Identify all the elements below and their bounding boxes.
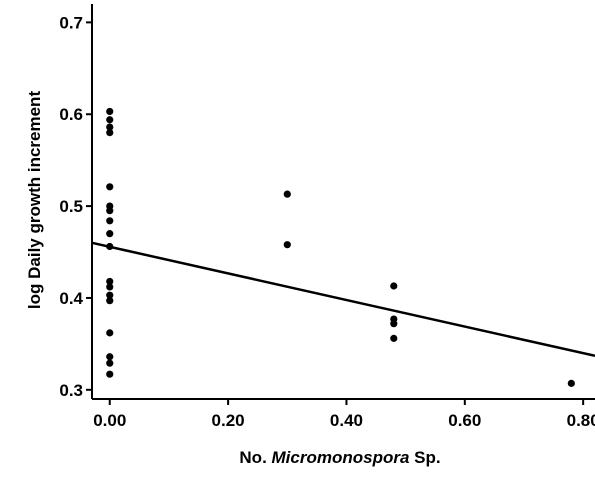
y-ticks: 0.3 0.4 0.5 0.6 0.7: [59, 13, 92, 400]
y-tick-label: 0.4: [59, 289, 83, 308]
data-point: [106, 359, 114, 367]
data-point: [106, 107, 114, 116]
data-point: [106, 277, 114, 286]
y-tick-label: 0.5: [59, 197, 83, 216]
data-point: [390, 282, 398, 290]
data-point: [106, 123, 114, 131]
data-point: [390, 320, 398, 328]
data-point: [106, 329, 114, 337]
data-point: [106, 207, 114, 215]
data-point: [106, 291, 114, 299]
data-point: [106, 353, 114, 361]
data-point: [106, 116, 114, 124]
y-tick-label: 0.3: [59, 381, 83, 400]
x-ticks: 0.00 0.20 0.40 0.60 0.80: [93, 399, 595, 430]
x-tick-label: 0.80: [567, 411, 595, 430]
x-axis-label: No. Micromonospora Sp.: [239, 448, 440, 467]
data-point: [106, 230, 114, 238]
x-tick-label: 0.60: [448, 411, 481, 430]
regression-line: [91, 241, 595, 358]
data-point: [106, 217, 114, 225]
data-point: [106, 283, 114, 291]
x-axis-label-italic: Micromonospora: [272, 448, 410, 467]
data-point: [106, 183, 114, 191]
data-point: [283, 241, 291, 249]
data-points: [106, 107, 575, 387]
y-axis-label: log Daily growth increment: [25, 91, 44, 310]
data-point: [106, 297, 114, 305]
x-axis-label-prefix: No.: [239, 448, 271, 467]
x-tick-label: 0.00: [93, 411, 126, 430]
data-point: [106, 370, 114, 378]
data-point: [106, 242, 114, 251]
y-tick-label: 0.7: [59, 13, 83, 32]
axes: [91, 4, 595, 400]
x-tick-label: 0.40: [330, 411, 363, 430]
x-axis-label-suffix: Sp.: [409, 448, 440, 467]
x-tick-label: 0.20: [212, 411, 245, 430]
data-point: [390, 334, 398, 342]
data-point: [567, 379, 575, 387]
data-point: [283, 190, 291, 198]
y-tick-label: 0.6: [59, 105, 83, 124]
data-point: [106, 129, 114, 137]
